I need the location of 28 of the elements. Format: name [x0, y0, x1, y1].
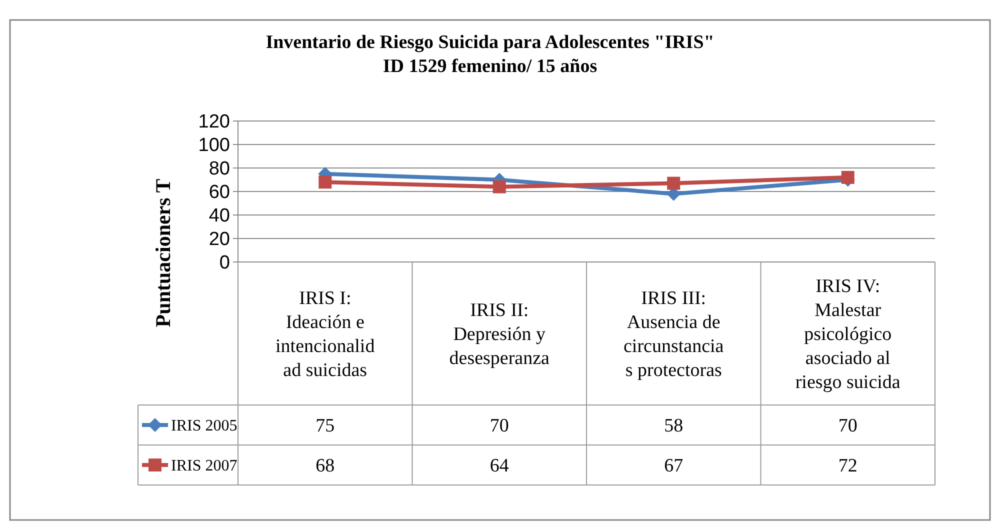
point [667, 176, 680, 190]
x-tick-label: IRIS I: Ideación e intencionalid ad suicidas [276, 288, 376, 382]
chart-title: Inventario de Riesgo Suicida para Adolescentes "IRIS" [266, 32, 714, 53]
x-tick-label: IRIS III: Ausencia de circunstancia s protectoras [624, 288, 724, 382]
y-tick-label: 60 [208, 182, 230, 204]
y-tick-label: 100 [198, 135, 230, 156]
point [492, 180, 506, 194]
legend-label: IRIS 2007 [171, 458, 238, 475]
data-label: 70 [838, 416, 858, 437]
y-tick-label: 20 [208, 229, 230, 250]
data-label: 64 [490, 456, 510, 477]
y-tick-label: 0 [219, 252, 230, 274]
x-tick-label: IRIS II: Depresión y desesperanza [449, 300, 550, 370]
data-label: 75 [316, 416, 335, 437]
data-label: 67 [664, 456, 684, 477]
data-label: 58 [664, 416, 684, 437]
point [318, 176, 332, 189]
chart-subtitle: ID 1529 femenino/ 15 años [382, 56, 598, 77]
y-tick-label: 40 [208, 206, 230, 227]
y-tick-label: 80 [208, 158, 230, 180]
x-tick-label: IRIS IV: Malestar psicológico asociado al riesgo suicida [795, 276, 901, 394]
data-label: 72 [838, 456, 858, 477]
y-axis-title: Puntuacioners T [151, 178, 175, 328]
legend-label: IRIS 2005 [171, 418, 238, 435]
point [841, 170, 854, 184]
data-label: 70 [490, 416, 509, 437]
y-tick-label: 120 [198, 112, 230, 133]
data-label: 68 [316, 456, 335, 477]
